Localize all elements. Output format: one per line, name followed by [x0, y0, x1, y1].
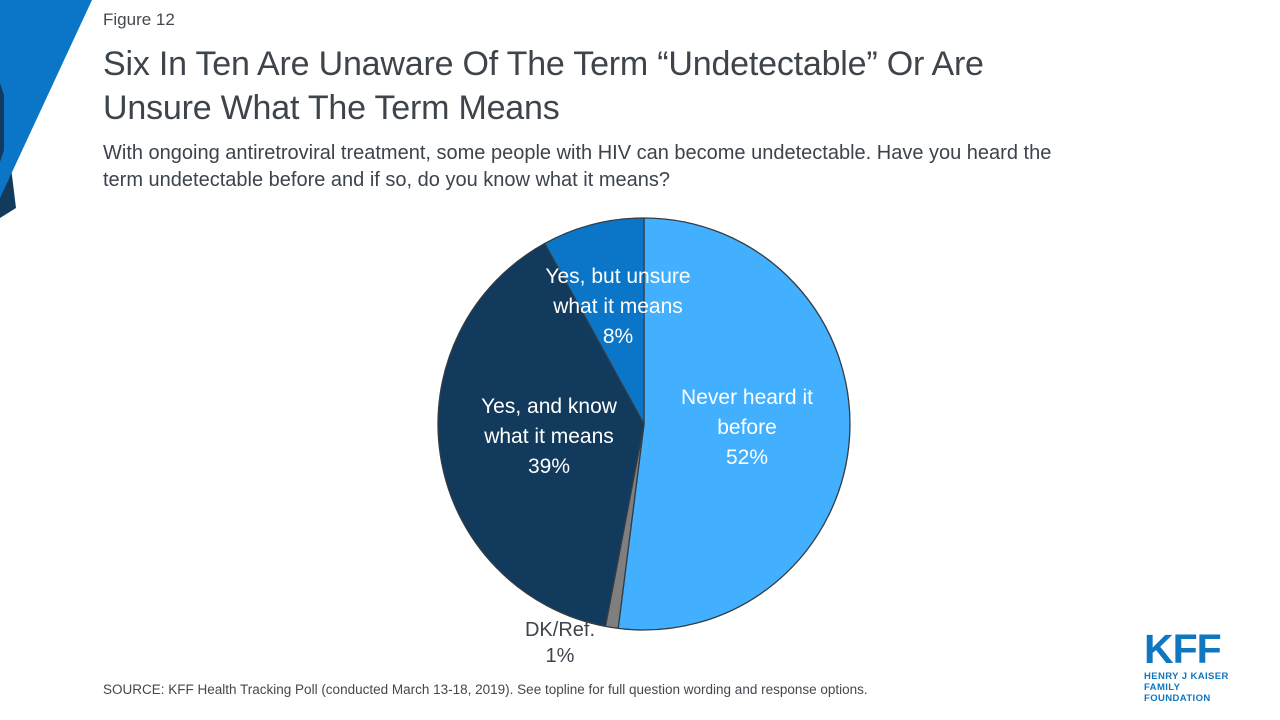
pie-label-never-heard-line-2: before: [717, 416, 777, 439]
corner-triangle-blue: [0, 0, 92, 198]
page-title-line-2: Unsure What The Term Means: [103, 89, 560, 127]
figure-label: Figure 12: [103, 10, 175, 29]
pie-label-yes-know-value: 39%: [527, 455, 571, 478]
pie-chart: [437, 217, 851, 631]
pie-slice-yes-know: [437, 242, 645, 627]
pie-label-yes-unsure-line-2: what it means: [553, 295, 683, 318]
corner-triangle-navy-sliver: [0, 83, 4, 162]
survey-question-text: With ongoing antiretroviral treatment, s…: [103, 140, 1183, 194]
pie-label-yes-unsure-line-1: Yes, but unsure: [545, 265, 691, 288]
kff-logo-subtitle-line-2: FAMILY FOUNDATION: [1144, 682, 1211, 704]
kff-logo: KFF HENRY J KAISER FAMILY FOUNDATION: [1144, 626, 1239, 705]
pie-label-dk-ref: DK/Ref. 1%: [525, 617, 595, 669]
kff-logo-subtitle: HENRY J KAISER FAMILY FOUNDATION: [1144, 671, 1239, 704]
pie-label-yes-know-line-2: what it means: [484, 425, 614, 448]
kff-logo-wordmark: KFF: [1144, 626, 1222, 672]
pie-label-yes-unsure-value: 8%: [602, 325, 634, 348]
pie-label-yes-know-line-1: Yes, and know: [481, 395, 617, 418]
pie-label-dk-ref-value: 1%: [545, 645, 575, 667]
pie-label-yes-know: Yes, and know what it means 39%: [481, 392, 617, 482]
survey-question-line-1: With ongoing antiretroviral treatment, s…: [103, 142, 1052, 164]
page-title-line-1: Six In Ten Are Unaware Of The Term “Unde…: [103, 45, 984, 83]
pie-slice-yes-unsure: [544, 217, 645, 425]
pie-label-never-heard-line-1: Never heard it: [681, 386, 813, 409]
kff-logo-subtitle-line-1: HENRY J KAISER: [1144, 671, 1229, 682]
pie-label-yes-unsure: Yes, but unsure what it means 8%: [545, 262, 690, 352]
pie-label-dk-ref-line-1: DK/Ref.: [524, 619, 596, 641]
source-note: SOURCE: KFF Health Tracking Poll (conduc…: [103, 682, 868, 697]
pie-slice-never-heard: [617, 217, 851, 631]
pie-label-never-heard: Never heard it before 52%: [681, 383, 813, 473]
page-title: Six In Ten Are Unaware Of The Term “Unde…: [103, 42, 1213, 130]
pie-label-never-heard-value: 52%: [725, 446, 769, 469]
survey-question-line-2: term undetectable before and if so, do y…: [103, 169, 671, 191]
corner-triangle-decoration: [0, 0, 92, 218]
